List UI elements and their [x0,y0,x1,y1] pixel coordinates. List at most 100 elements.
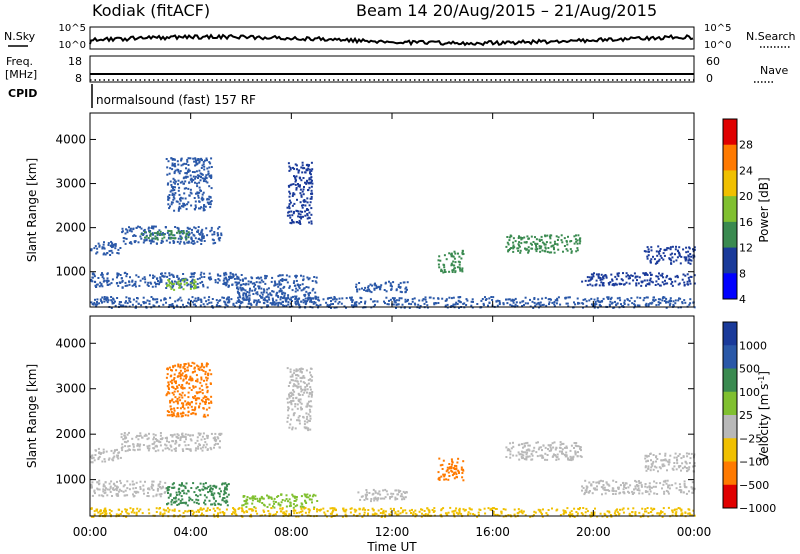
echo-cell [625,281,628,284]
echo-cell [289,375,292,378]
echo-cell [172,307,175,309]
echo-cell [621,279,624,282]
echo-cell [187,168,190,171]
echo-cell [289,501,292,504]
echo-cell [356,288,358,291]
echo-cell [524,451,527,454]
echo-cell [148,231,151,234]
echo-cell [534,304,537,307]
echo-cell [172,366,175,369]
echo-cell [450,465,453,468]
echo-cell [674,302,677,305]
echo-cell [649,452,652,455]
echo-cell [104,253,107,256]
echo-cell [204,373,207,376]
echo-cell [102,485,105,488]
echo-cell [297,298,300,301]
echo-cell [399,286,402,289]
echo-cell [365,497,368,500]
echo-cell [166,183,169,186]
echo-cell [184,400,187,403]
echo-cell [568,513,570,516]
echo-cell [176,385,178,388]
echo-cell [677,507,680,509]
echo-cell [287,294,290,297]
echo-cell [204,403,207,405]
echo-cell [306,300,309,303]
echo-cell [180,164,183,167]
echo-cell [283,296,285,299]
echo-cell [458,507,461,510]
echo-cell [331,511,334,514]
echo-cell [218,226,221,228]
echo-cell [361,508,364,511]
echo-cell [280,493,283,496]
echo-cell [521,305,524,307]
colorbar-swatch [723,119,737,146]
echo-cell [367,285,370,288]
echo-cell [120,277,123,280]
echo-cell [545,512,548,515]
echo-cell [135,305,137,308]
echo-cell [204,503,207,506]
echo-cell [92,303,95,306]
echo-cell [686,273,689,276]
echo-cell [269,292,272,295]
echo-cell [97,242,100,245]
echo-cell [116,297,119,299]
echo-cell [171,280,173,283]
echo-cell [266,295,269,298]
echo-cell [280,283,283,286]
echo-cell [656,261,659,264]
echo-cell [335,509,337,512]
echo-cell [649,261,652,264]
echo-cell [206,487,208,490]
echo-cell [172,237,175,240]
echo-cell [243,511,246,514]
echo-cell [174,396,177,399]
echo-cell [612,283,615,285]
echo-cell [159,276,162,279]
power-colorbar-label: Power [dB] [757,177,771,242]
echo-cell [526,235,529,238]
echo-cell [520,238,523,241]
echo-cell [279,298,282,301]
echo-cell [541,249,544,252]
echo-cell [202,482,205,485]
echo-cell [575,240,578,243]
echo-cell [496,304,499,307]
echo-cell [258,301,261,304]
echo-cell [664,458,667,461]
echo-cell [199,239,202,242]
echo-cell [181,180,184,183]
echo-cell [176,407,179,409]
echo-cell [308,168,311,171]
echo-cell [507,514,510,517]
echo-cell [262,288,265,291]
echo-cell [404,290,407,293]
echo-cell [183,367,186,370]
echo-cell [625,487,627,490]
echo-cell [163,509,166,512]
echo-cell [588,276,591,279]
echo-cell [573,507,576,510]
echo-cell [180,299,183,302]
echo-cell [581,489,583,492]
echo-cell [199,179,202,182]
echo-cell [483,507,486,510]
echo-cell [401,495,404,498]
echo-cell [296,419,298,422]
echo-cell [214,241,217,244]
echo-cell [674,248,677,251]
echo-cell [646,296,649,299]
echo-cell [132,509,134,512]
echo-cell [102,277,105,280]
echo-cell [167,496,170,499]
echo-cell [295,396,298,399]
echo-cell [299,223,302,225]
echo-cell [311,168,314,171]
echo-cell [225,281,227,284]
echo-cell [314,301,317,304]
echo-cell [300,194,303,197]
echo-cell [304,388,307,391]
